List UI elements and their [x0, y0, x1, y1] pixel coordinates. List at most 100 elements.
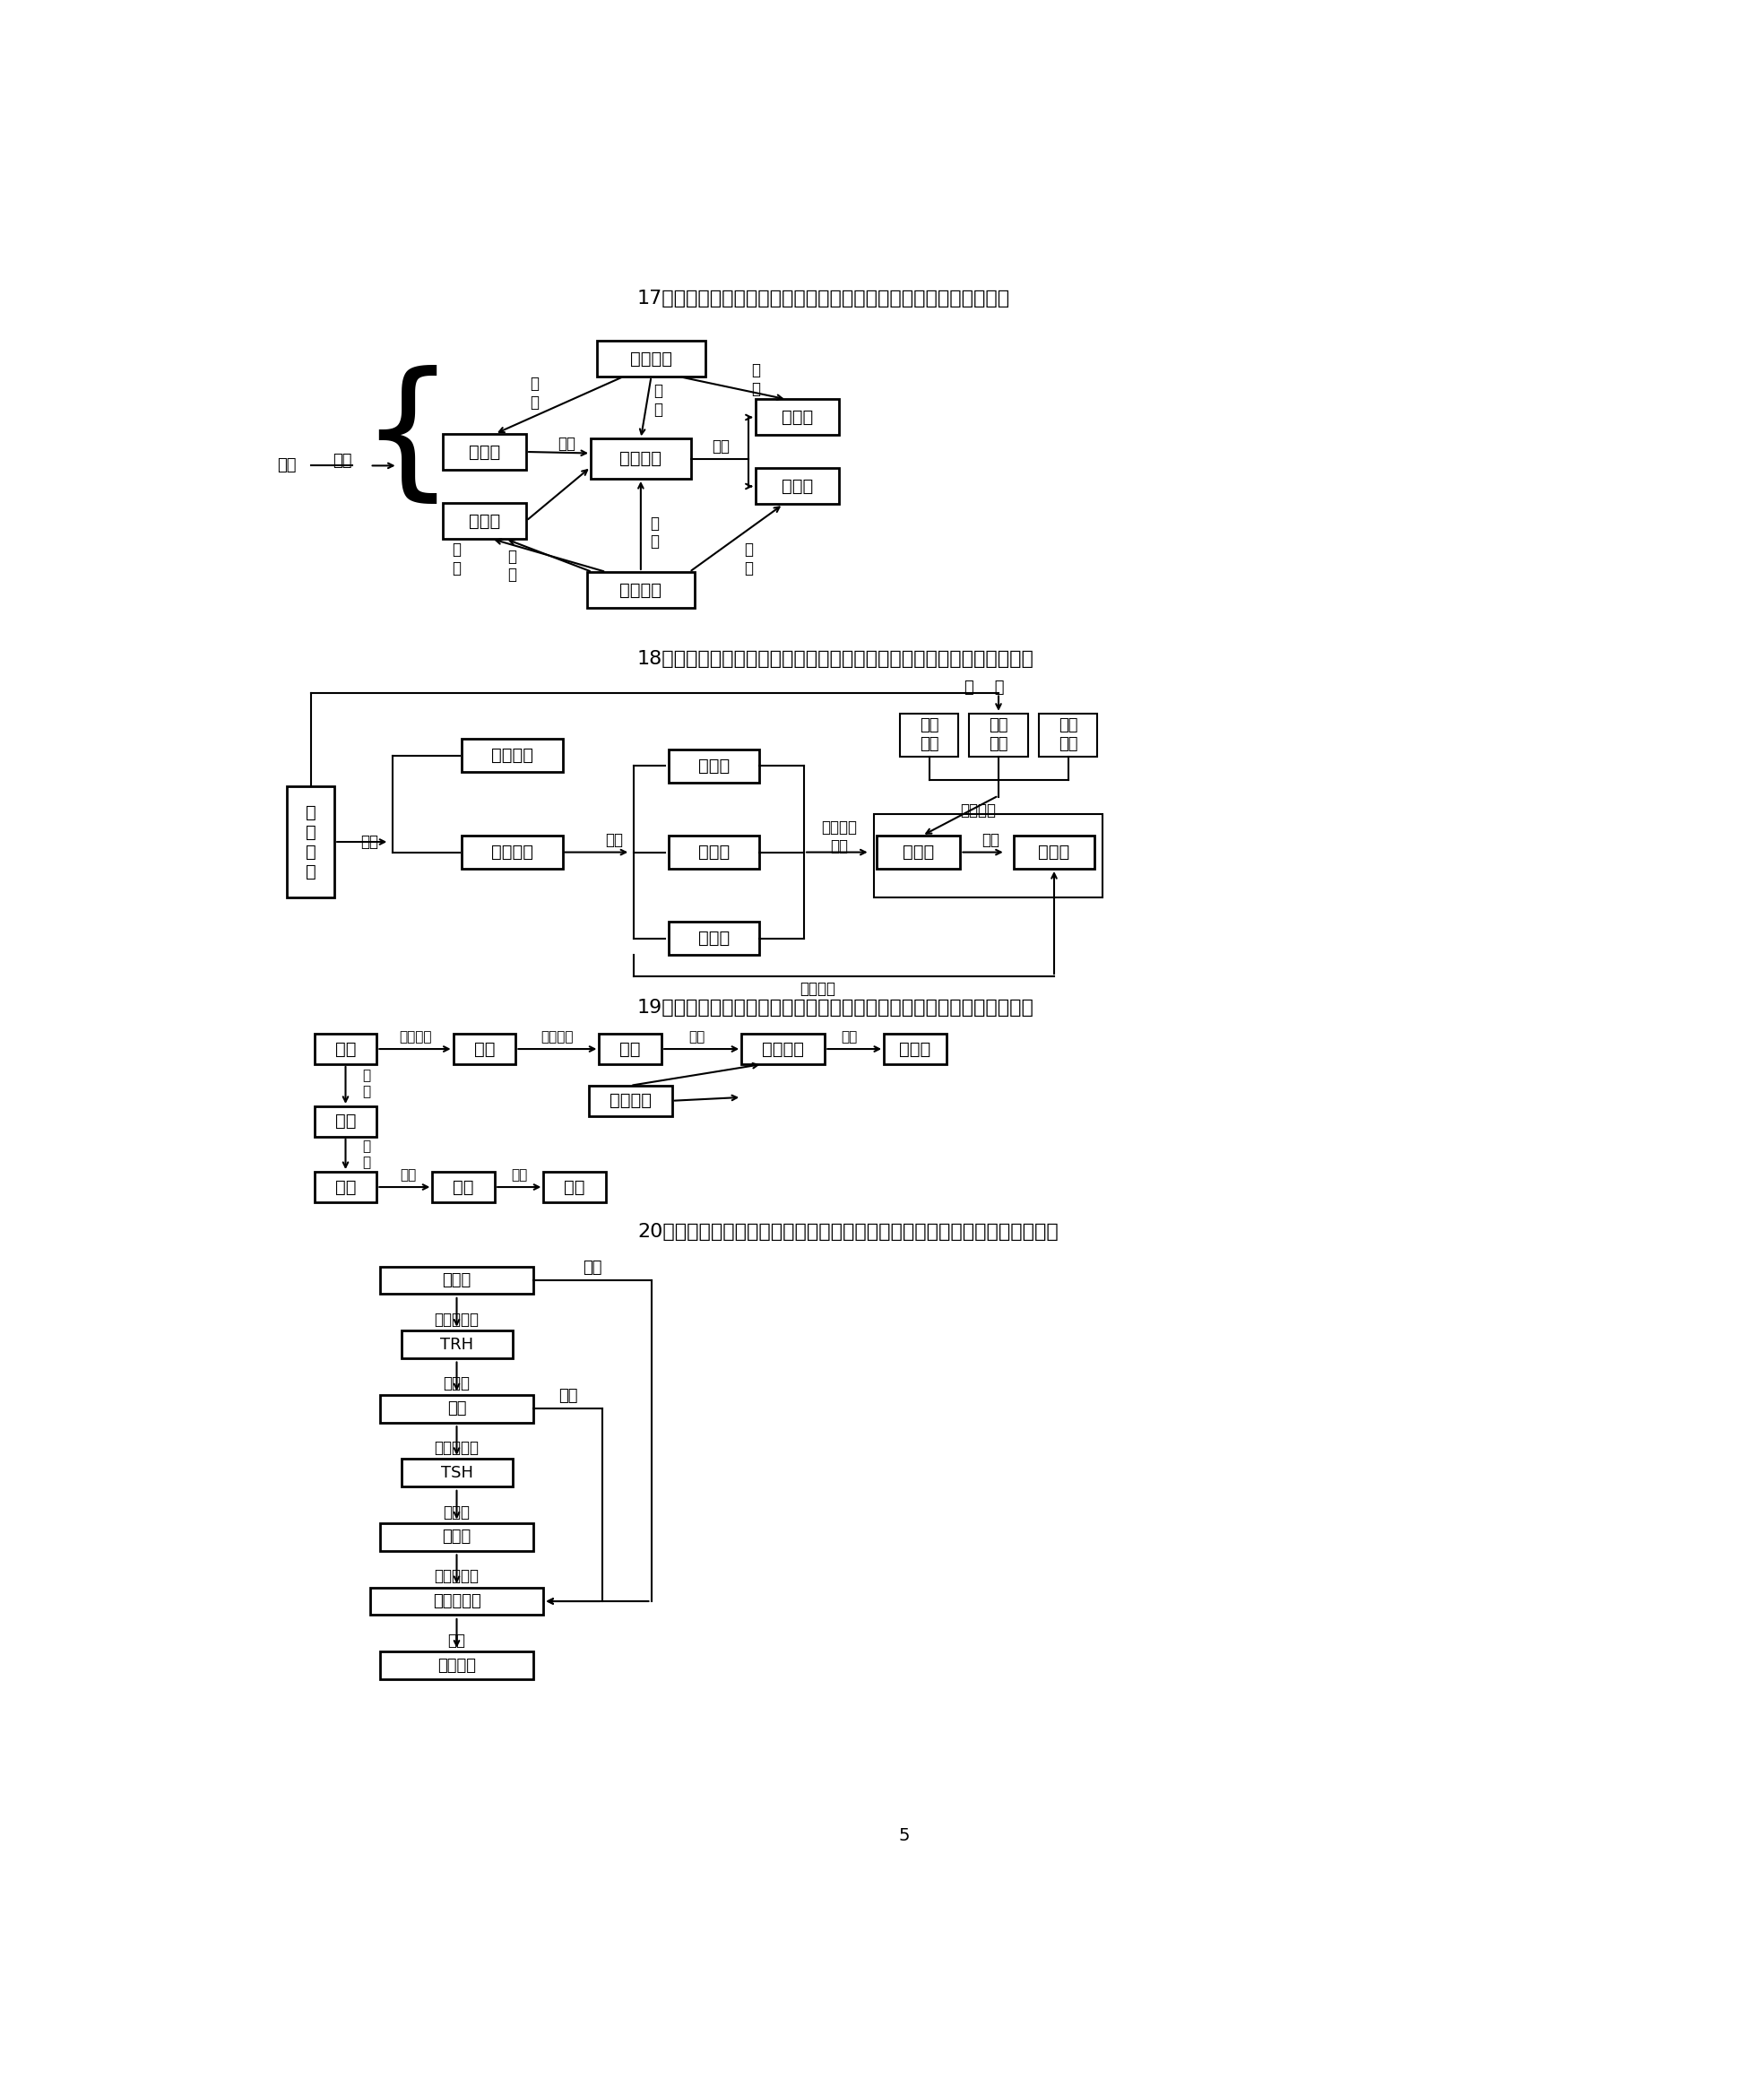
Text: 死亡率: 死亡率 [781, 409, 813, 426]
Bar [400, 1460, 512, 1487]
Text: 营养结构: 营养结构 [801, 981, 836, 996]
Text: 合成、分泌: 合成、分泌 [434, 1311, 480, 1327]
Bar [462, 837, 563, 868]
Bar [400, 1332, 512, 1359]
Bar [370, 1587, 543, 1615]
Bar [443, 503, 526, 539]
Bar [543, 1172, 607, 1202]
Text: 所有总和: 所有总和 [542, 1030, 573, 1044]
Text: 细胞: 细胞 [564, 1179, 586, 1195]
Text: 种群密度: 种群密度 [619, 451, 662, 468]
Text: 影
响: 影 响 [751, 363, 760, 396]
Text: 影
响: 影 响 [508, 547, 517, 583]
Bar [968, 713, 1028, 757]
Bar [669, 749, 759, 782]
Text: 组
建: 组 建 [362, 1069, 370, 1099]
Text: 组成: 组成 [512, 1168, 527, 1183]
Text: 消费者: 消费者 [699, 843, 730, 860]
Text: 生态系统: 生态系统 [762, 1040, 804, 1057]
Text: 分解者: 分解者 [699, 929, 730, 948]
Text: 影
响: 影 响 [744, 541, 753, 577]
Text: 能量
流动: 能量 流动 [990, 717, 1009, 753]
Text: TRH: TRH [439, 1336, 473, 1353]
Text: 最大: 最大 [841, 1030, 857, 1044]
Text: 食物网: 食物网 [1039, 843, 1071, 860]
Text: 信息
交流: 信息 交流 [1058, 717, 1078, 753]
Text: 生
态
系
统: 生 态 系 统 [305, 803, 316, 881]
Text: 无机环境: 无机环境 [609, 1093, 651, 1109]
Bar [381, 1395, 533, 1422]
Bar [314, 1107, 377, 1137]
Text: 食物关系
形成: 食物关系 形成 [820, 820, 857, 853]
Text: 组成: 组成 [981, 833, 998, 847]
Text: 种群: 种群 [475, 1040, 496, 1057]
Text: 同种之和: 同种之和 [399, 1030, 432, 1044]
Text: 作用于: 作用于 [443, 1376, 471, 1392]
Bar [877, 837, 960, 868]
Bar [741, 1034, 826, 1063]
Bar [755, 398, 838, 436]
Text: 组成: 组成 [688, 1030, 704, 1044]
Bar [669, 837, 759, 868]
Bar [598, 340, 706, 377]
Text: 食物链: 食物链 [903, 843, 935, 860]
Text: {: { [360, 365, 453, 512]
Bar [1014, 837, 1094, 868]
Bar [314, 1034, 377, 1063]
Text: 无机环境: 无机环境 [490, 747, 533, 763]
Text: 20、以反馈调节（或：分级调节）为中心构建生物学概念图，组建知识网络。: 20、以反馈调节（或：分级调节）为中心构建生物学概念图，组建知识网络。 [637, 1223, 1058, 1241]
Text: 组成: 组成 [605, 833, 623, 847]
Bar [381, 1652, 533, 1680]
Text: 组
成: 组 成 [362, 1141, 370, 1170]
Text: 生产者: 生产者 [699, 757, 730, 774]
Text: 物质
循环: 物质 循环 [919, 717, 938, 753]
Text: 增大: 增大 [557, 436, 575, 451]
Text: 构建: 构建 [400, 1168, 416, 1183]
Text: 作用于: 作用于 [443, 1504, 471, 1520]
Text: 17、以种群各特征的联系为中心构建生物学概念图，组建知识网络。: 17、以种群各特征的联系为中心构建生物学概念图，组建知识网络。 [637, 289, 1011, 308]
Bar [443, 434, 526, 470]
Text: 合成、分泌: 合成、分泌 [434, 1441, 480, 1455]
Bar [462, 738, 563, 772]
Text: 迁入率: 迁入率 [469, 512, 501, 528]
Text: 影
响: 影 响 [452, 541, 460, 577]
Bar [432, 1172, 496, 1202]
Text: 5: 5 [898, 1826, 910, 1845]
Text: 生物圈: 生物圈 [900, 1040, 931, 1057]
Text: 迁出率: 迁出率 [781, 478, 813, 495]
Text: TSH: TSH [441, 1466, 473, 1480]
Text: 影
响: 影 响 [529, 375, 540, 411]
Bar [591, 438, 691, 478]
Text: 19、以生态学基本概念的联系为中心构建生物学概念图，组建知识网络。: 19、以生态学基本概念的联系为中心构建生物学概念图，组建知识网络。 [637, 998, 1034, 1017]
Bar [288, 786, 335, 898]
Text: 特征: 特征 [332, 453, 351, 470]
Bar [884, 1034, 947, 1063]
Text: 下丘脑: 下丘脑 [443, 1273, 471, 1288]
Text: 垂体: 垂体 [446, 1401, 466, 1418]
Bar [755, 468, 838, 503]
Text: 甲状腺: 甲状腺 [443, 1529, 471, 1545]
Bar [587, 572, 695, 608]
Text: 出生率: 出生率 [469, 442, 501, 461]
Bar [1039, 713, 1097, 757]
Text: 甲状腺激素: 甲状腺激素 [432, 1594, 482, 1608]
Text: 细胞代谢: 细胞代谢 [437, 1657, 476, 1673]
Text: 系统: 系统 [335, 1114, 356, 1130]
Text: 抑制: 抑制 [582, 1260, 602, 1275]
Text: 进行渠道: 进行渠道 [960, 803, 995, 820]
Bar [453, 1034, 515, 1063]
Bar [589, 1086, 672, 1116]
Bar [873, 814, 1102, 898]
Bar [381, 1522, 533, 1552]
Text: 年龄组成: 年龄组成 [630, 350, 672, 367]
Text: 影
响: 影 响 [651, 516, 660, 549]
Text: 成分: 成分 [362, 835, 379, 849]
Text: 抑制: 抑制 [557, 1388, 577, 1405]
Bar [900, 713, 958, 757]
Text: 功    能: 功 能 [965, 679, 1004, 696]
Text: 种群: 种群 [277, 457, 296, 474]
Bar [314, 1172, 377, 1202]
Bar [600, 1034, 662, 1063]
Text: 个体: 个体 [335, 1040, 356, 1057]
Text: 器官: 器官 [335, 1179, 356, 1195]
